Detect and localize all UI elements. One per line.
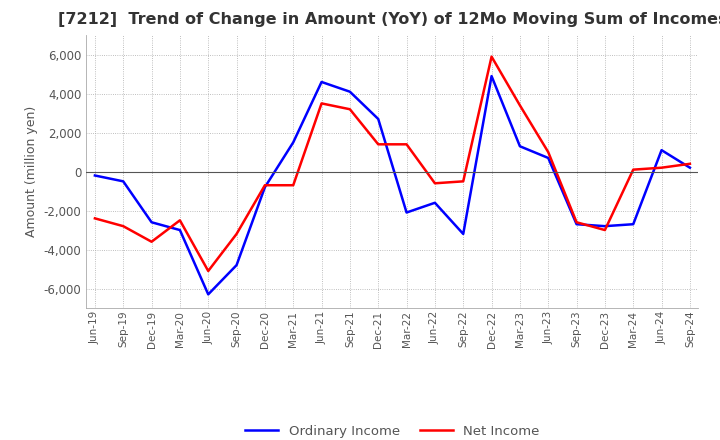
Title: [7212]  Trend of Change in Amount (YoY) of 12Mo Moving Sum of Incomes: [7212] Trend of Change in Amount (YoY) o… <box>58 12 720 27</box>
Ordinary Income <box>261 184 269 190</box>
Ordinary Income <box>176 227 184 233</box>
Ordinary Income <box>346 89 354 94</box>
Ordinary Income <box>657 147 666 153</box>
Net Income <box>544 150 552 155</box>
Net Income <box>657 165 666 170</box>
Ordinary Income <box>431 200 439 205</box>
Net Income <box>233 231 241 237</box>
Net Income <box>600 227 609 233</box>
Net Income <box>204 268 212 274</box>
Ordinary Income <box>148 220 156 225</box>
Ordinary Income <box>572 222 581 227</box>
Net Income <box>629 167 637 172</box>
Ordinary Income <box>459 231 467 237</box>
Net Income <box>289 183 297 188</box>
Net Income <box>261 183 269 188</box>
Net Income <box>685 161 694 166</box>
Net Income <box>91 216 99 221</box>
Net Income <box>176 218 184 223</box>
Net Income <box>516 103 524 108</box>
Ordinary Income <box>119 179 127 184</box>
Ordinary Income <box>374 116 382 121</box>
Line: Ordinary Income: Ordinary Income <box>95 76 690 294</box>
Net Income <box>572 220 581 225</box>
Line: Net Income: Net Income <box>95 57 690 271</box>
Net Income <box>402 142 411 147</box>
Net Income <box>487 54 496 59</box>
Ordinary Income <box>204 292 212 297</box>
Net Income <box>148 239 156 244</box>
Y-axis label: Amount (million yen): Amount (million yen) <box>25 106 38 237</box>
Net Income <box>374 142 382 147</box>
Net Income <box>318 101 326 106</box>
Net Income <box>346 106 354 112</box>
Net Income <box>431 181 439 186</box>
Net Income <box>119 224 127 229</box>
Ordinary Income <box>318 79 326 84</box>
Ordinary Income <box>487 73 496 79</box>
Legend: Ordinary Income, Net Income: Ordinary Income, Net Income <box>240 420 545 440</box>
Ordinary Income <box>544 155 552 161</box>
Ordinary Income <box>629 222 637 227</box>
Ordinary Income <box>402 210 411 215</box>
Ordinary Income <box>685 165 694 170</box>
Ordinary Income <box>91 173 99 178</box>
Ordinary Income <box>516 143 524 149</box>
Net Income <box>459 179 467 184</box>
Ordinary Income <box>233 263 241 268</box>
Ordinary Income <box>289 140 297 145</box>
Ordinary Income <box>600 224 609 229</box>
